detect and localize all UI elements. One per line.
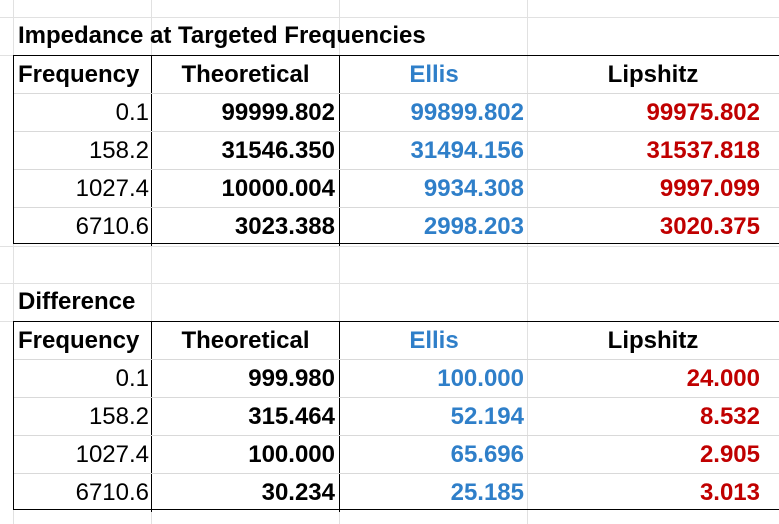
table-row: 158.2 31546.350 31494.156 31537.818 bbox=[14, 132, 779, 170]
ellis-cell[interactable]: 31494.156 bbox=[410, 137, 524, 164]
table-row: 0.1 999.980 100.000 24.000 bbox=[14, 360, 779, 398]
frequency-cell[interactable]: 158.2 bbox=[14, 132, 152, 170]
gridline bbox=[151, 0, 152, 524]
gridline bbox=[0, 246, 779, 247]
row-divider bbox=[14, 473, 779, 474]
gridline bbox=[13, 0, 14, 524]
lipshitz-cell[interactable]: 99975.802 bbox=[646, 99, 760, 126]
header-lipshitz[interactable]: Lipshitz bbox=[607, 61, 699, 88]
table-row: 1027.4 10000.004 9934.308 9997.099 bbox=[14, 170, 779, 208]
theoretical-cell[interactable]: 100.000 bbox=[152, 436, 340, 474]
row-divider bbox=[14, 397, 779, 398]
table-row: 6710.6 30.234 25.185 3.013 bbox=[14, 474, 779, 512]
frequency-cell[interactable]: 0.1 bbox=[14, 360, 152, 398]
lipshitz-cell[interactable]: 8.532 bbox=[699, 403, 760, 430]
table-row: 6710.6 3023.388 2998.203 3020.375 bbox=[14, 208, 779, 246]
theoretical-cell[interactable]: 10000.004 bbox=[152, 170, 340, 208]
lipshitz-cell[interactable]: 31537.818 bbox=[646, 137, 760, 164]
table-row: 1027.4 100.000 65.696 2.905 bbox=[14, 436, 779, 474]
theoretical-cell[interactable]: 3023.388 bbox=[152, 208, 340, 246]
lipshitz-cell[interactable]: 9997.099 bbox=[659, 175, 760, 202]
theoretical-cell[interactable]: 315.464 bbox=[152, 398, 340, 436]
row-divider bbox=[14, 435, 779, 436]
header-theoretical[interactable]: Theoretical bbox=[152, 56, 340, 94]
row-divider bbox=[14, 131, 779, 132]
theoretical-cell[interactable]: 30.234 bbox=[152, 474, 340, 512]
table-header-row: Frequency Theoretical Ellis Lipshitz bbox=[14, 56, 779, 94]
table-header-row: Frequency Theoretical Ellis Lipshitz bbox=[14, 322, 779, 360]
gridline bbox=[0, 17, 779, 18]
gridline bbox=[339, 0, 340, 524]
lipshitz-cell[interactable]: 3020.375 bbox=[659, 213, 760, 240]
ellis-cell[interactable]: 2998.203 bbox=[423, 213, 524, 240]
ellis-cell[interactable]: 9934.308 bbox=[423, 175, 524, 202]
theoretical-cell[interactable]: 99999.802 bbox=[152, 94, 340, 132]
frequency-cell[interactable]: 1027.4 bbox=[14, 436, 152, 474]
frequency-cell[interactable]: 0.1 bbox=[14, 94, 152, 132]
lipshitz-cell[interactable]: 24.000 bbox=[686, 365, 760, 392]
frequency-cell[interactable]: 158.2 bbox=[14, 398, 152, 436]
ellis-cell[interactable]: 100.000 bbox=[437, 365, 524, 392]
row-divider bbox=[14, 93, 779, 94]
ellis-cell[interactable]: 25.185 bbox=[450, 479, 524, 506]
difference-table: Frequency Theoretical Ellis Lipshitz 0.1… bbox=[13, 321, 779, 512]
theoretical-cell[interactable]: 999.980 bbox=[152, 360, 340, 398]
impedance-table: Frequency Theoretical Ellis Lipshitz 0.1… bbox=[13, 55, 779, 246]
ellis-cell[interactable]: 99899.802 bbox=[410, 99, 524, 126]
theoretical-cell[interactable]: 31546.350 bbox=[152, 132, 340, 170]
frequency-cell[interactable]: 6710.6 bbox=[14, 474, 152, 512]
gridline bbox=[0, 283, 779, 284]
lipshitz-cell[interactable]: 3.013 bbox=[699, 479, 760, 506]
header-frequency[interactable]: Frequency bbox=[14, 322, 152, 360]
frequency-cell[interactable]: 1027.4 bbox=[14, 170, 152, 208]
header-lipshitz[interactable]: Lipshitz bbox=[607, 327, 699, 354]
ellis-cell[interactable]: 65.696 bbox=[450, 441, 524, 468]
row-divider bbox=[14, 169, 779, 170]
header-ellis[interactable]: Ellis bbox=[409, 327, 459, 354]
gridline bbox=[527, 0, 528, 524]
header-ellis[interactable]: Ellis bbox=[409, 61, 459, 88]
header-theoretical[interactable]: Theoretical bbox=[152, 322, 340, 360]
header-frequency[interactable]: Frequency bbox=[14, 56, 152, 94]
ellis-cell[interactable]: 52.194 bbox=[450, 403, 524, 430]
table-title: Impedance at Targeted Frequencies bbox=[18, 22, 426, 49]
row-divider bbox=[14, 359, 779, 360]
table-title: Difference bbox=[18, 288, 136, 315]
table-row: 158.2 315.464 52.194 8.532 bbox=[14, 398, 779, 436]
frequency-cell[interactable]: 6710.6 bbox=[14, 208, 152, 246]
lipshitz-cell[interactable]: 2.905 bbox=[699, 441, 760, 468]
row-divider bbox=[14, 207, 779, 208]
table-row: 0.1 99999.802 99899.802 99975.802 bbox=[14, 94, 779, 132]
